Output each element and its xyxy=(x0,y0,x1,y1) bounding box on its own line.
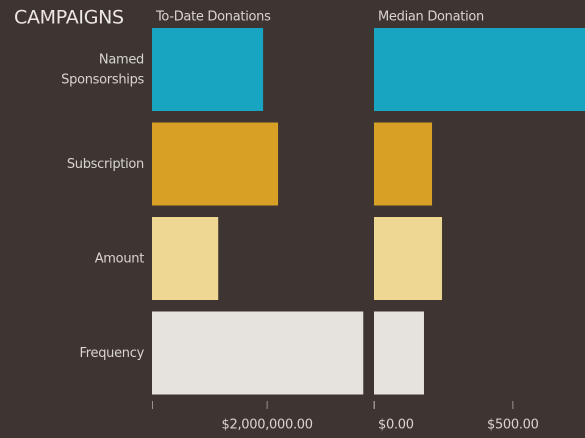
bar xyxy=(152,122,279,206)
bar xyxy=(152,311,364,395)
bar xyxy=(374,311,424,395)
bar xyxy=(374,217,443,300)
x-tick-label: $0.00 xyxy=(378,418,414,433)
category-label: Frequency xyxy=(80,346,145,361)
category-line: Subscription xyxy=(67,157,144,172)
chart-title: CAMPAIGNS xyxy=(14,7,124,29)
panel-header: To-Date Donations xyxy=(155,10,271,25)
category-label: Named Sponsorships xyxy=(61,52,144,87)
category-line: Sponsorships xyxy=(61,72,144,87)
category-label: Amount xyxy=(95,251,144,266)
category-line: Named xyxy=(99,52,144,67)
category-line: Amount xyxy=(95,251,144,266)
x-tick-label: $2,000,000.00 xyxy=(222,418,313,433)
panel-header: Median Donation xyxy=(378,10,484,25)
bars xyxy=(374,28,585,395)
bars xyxy=(152,28,364,395)
bar xyxy=(374,28,585,111)
category-line: Frequency xyxy=(80,346,145,361)
bar xyxy=(152,217,219,300)
x-tick-label: $500.00 xyxy=(487,418,539,433)
bar xyxy=(152,28,264,111)
bar xyxy=(374,122,433,206)
category-label: Subscription xyxy=(67,157,144,172)
